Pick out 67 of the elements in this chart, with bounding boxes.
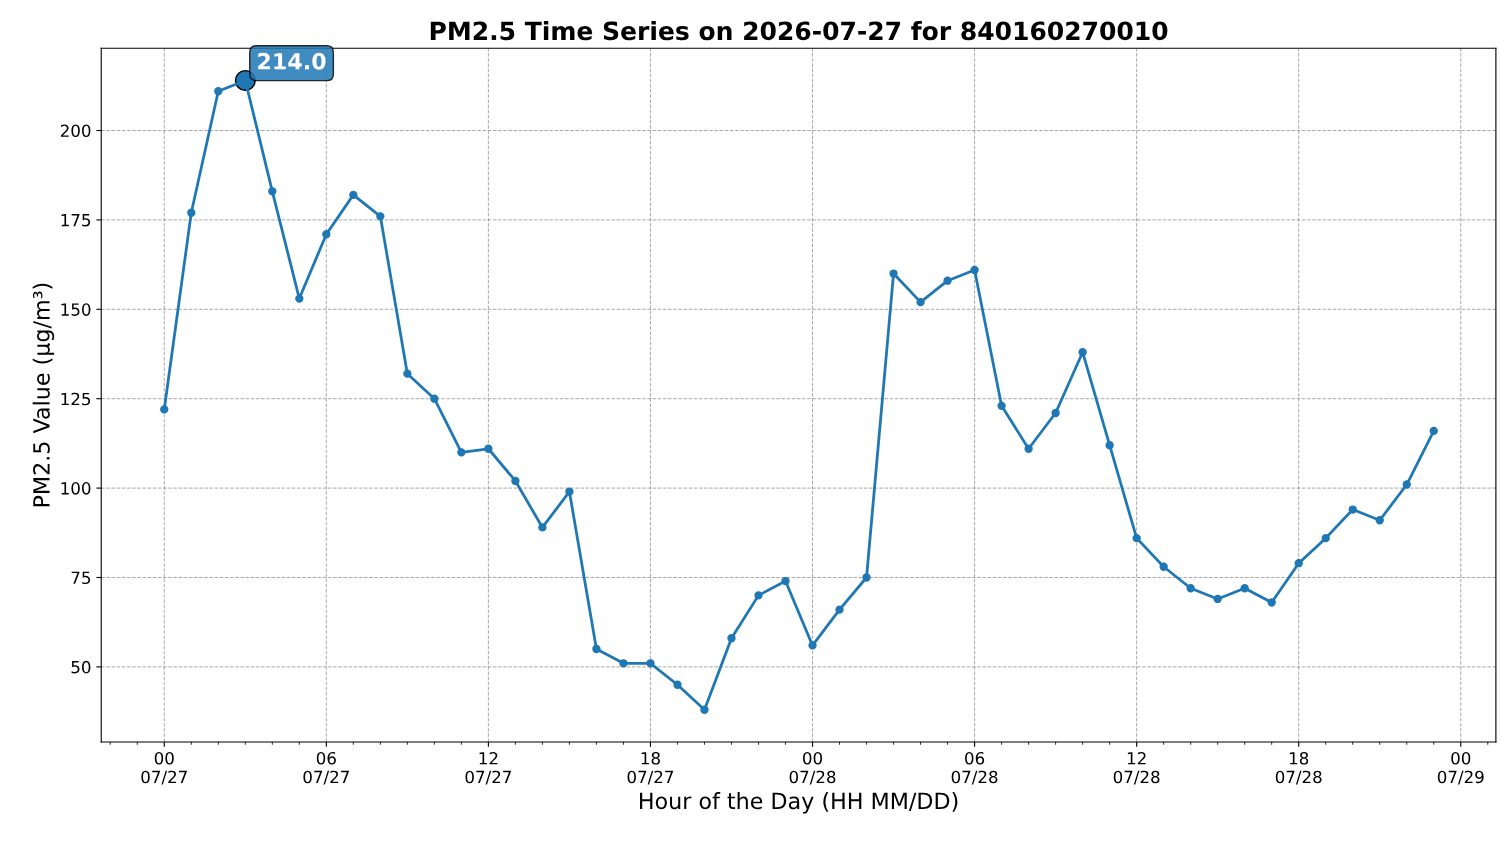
y-tick-label: 100 [61,482,91,495]
point [592,644,601,654]
x-tick-label: 00 07/29 [1437,751,1484,785]
point [1294,559,1303,568]
point [322,230,331,239]
point [781,576,790,586]
x-tick-label: 18 07/28 [1275,751,1322,785]
point [1348,505,1357,514]
point [646,659,655,668]
point [1132,533,1141,543]
point [538,523,547,532]
point [295,294,304,303]
point [1429,426,1438,436]
y-tick-label: 150 [61,303,91,316]
point [808,641,817,650]
point [268,187,277,196]
point [565,487,574,496]
point [1051,408,1060,418]
point [484,444,493,453]
x-axis-title: Hour of the Day (HH MM/DD) [640,792,958,814]
point [1159,562,1168,571]
x-tick-label: 00 07/28 [789,751,836,785]
y-tick-label: 125 [61,392,91,406]
x-tick-label: 18 07/27 [627,751,674,785]
point [835,605,844,614]
point [997,401,1006,411]
y-tick-label: 200 [60,124,91,138]
point [700,705,709,714]
point [943,276,952,285]
point [511,476,520,486]
point [916,297,925,307]
annotation: 214.0 [258,52,326,70]
point [727,634,736,643]
x-tick-label: 00 07/27 [141,751,187,785]
point [1105,441,1114,450]
point [1078,348,1087,357]
x-tick-label: 12 07/28 [1113,751,1160,785]
y-tick-label: 50 [71,660,91,674]
y-tick-label: 75 [71,571,91,585]
point [862,573,871,582]
point [619,659,628,668]
point [1213,594,1222,604]
point [403,369,412,378]
point [430,394,439,403]
x-tick-label: 06 07/28 [951,751,998,785]
y-tick-label: 175 [61,214,91,227]
point [1375,516,1384,525]
point [1240,584,1249,593]
point [187,208,196,217]
point [1402,480,1411,489]
point [1186,584,1195,593]
point [376,212,385,221]
point [1267,598,1276,607]
point [889,269,898,278]
point [457,448,466,457]
point [754,591,763,600]
y-axis-title: PM2.5 Value (µg/m³) [32,283,55,507]
point [1321,533,1330,543]
point [214,87,223,96]
x-tick-label: 06 07/27 [303,751,349,785]
point [349,190,358,200]
chart-title: PM2.5 Time Series on 2026-07-27 for 840160270010 [430,20,1168,41]
point [970,265,979,275]
point [1024,444,1033,453]
point [673,680,682,689]
point [160,405,169,414]
x-tick-label: 12 07/27 [465,751,511,785]
